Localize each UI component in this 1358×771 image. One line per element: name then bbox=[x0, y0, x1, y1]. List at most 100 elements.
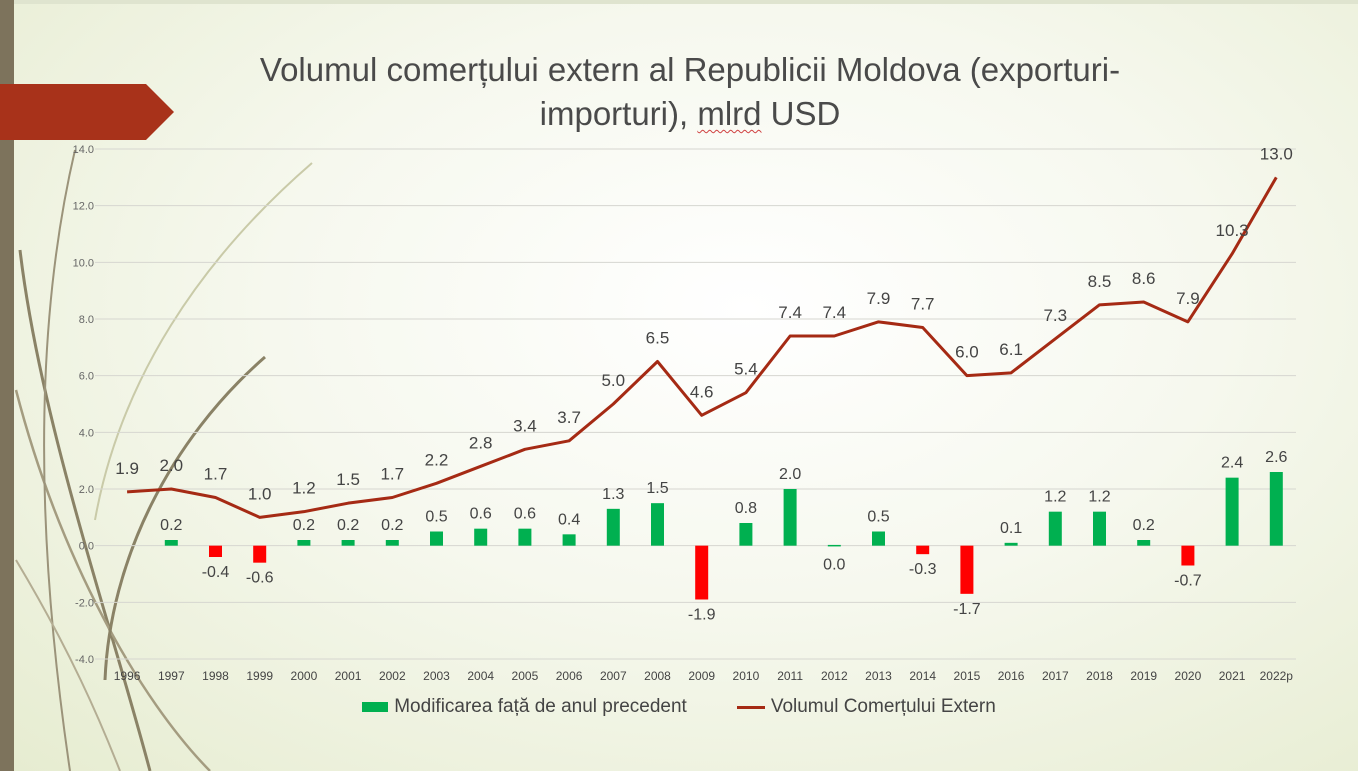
line-data-label: 1.5 bbox=[336, 470, 360, 489]
x-tick-label: 2013 bbox=[865, 669, 892, 683]
title-line-2c: USD bbox=[761, 95, 841, 132]
legend-item-line: Volumul Comerțului Extern bbox=[736, 696, 996, 718]
chart-title: Volumul comerțului extern al Republicii … bbox=[150, 48, 1230, 136]
title-line-1: Volumul comerțului extern al Republicii … bbox=[259, 51, 1121, 88]
bar-data-label: 0.6 bbox=[470, 506, 492, 523]
legend-label-bars: Modificarea față de anul precedent bbox=[394, 696, 687, 717]
bar bbox=[1181, 545, 1195, 566]
line-data-label: 7.9 bbox=[867, 289, 891, 308]
x-tick-label: 1998 bbox=[202, 669, 229, 683]
x-tick-label: 2018 bbox=[1086, 669, 1113, 683]
y-tick-label: 10.0 bbox=[73, 257, 94, 269]
y-tick-label: 6.0 bbox=[79, 371, 94, 383]
line-data-label: 1.7 bbox=[204, 465, 228, 484]
title-line-2b: mlrd bbox=[697, 95, 762, 132]
x-tick-label: 2022p bbox=[1260, 669, 1294, 683]
x-tick-label: 2008 bbox=[644, 669, 671, 683]
top-border-line bbox=[14, 0, 1358, 4]
bar-data-label: 1.2 bbox=[1044, 489, 1066, 506]
x-tick-label: 1997 bbox=[158, 669, 185, 683]
x-tick-label: 2010 bbox=[733, 669, 760, 683]
title-line-2a: importuri), bbox=[539, 95, 698, 132]
bar bbox=[1004, 542, 1018, 546]
bar-data-label: 1.2 bbox=[1088, 489, 1110, 506]
line-data-label: 7.7 bbox=[911, 295, 935, 314]
title-line-2: importuri), mlrd USD bbox=[150, 92, 1230, 136]
bar bbox=[1093, 511, 1106, 546]
bar-data-label: 0.5 bbox=[867, 509, 889, 526]
chart-legend: Modificarea față de anul precedent Volum… bbox=[0, 696, 1358, 718]
left-accent-bar bbox=[0, 0, 14, 771]
x-tick-label: 2009 bbox=[688, 669, 715, 683]
bar bbox=[783, 489, 797, 546]
bar bbox=[606, 508, 620, 546]
line-data-label: 2.2 bbox=[425, 450, 449, 469]
y-tick-label: 12.0 bbox=[73, 201, 94, 213]
legend-swatch-line bbox=[736, 705, 765, 709]
bar-data-label: 0.2 bbox=[337, 517, 359, 534]
bar-data-label: 2.4 bbox=[1221, 455, 1243, 472]
bar bbox=[1269, 472, 1283, 546]
bar bbox=[430, 531, 443, 546]
line-data-label: 5.0 bbox=[601, 371, 625, 390]
x-tick-label: 2015 bbox=[954, 669, 981, 683]
bar bbox=[1225, 477, 1239, 546]
x-tick-label: 2002 bbox=[379, 669, 406, 683]
bar-data-label: 0.2 bbox=[1133, 517, 1155, 534]
bar-data-label: 0.5 bbox=[425, 509, 447, 526]
x-tick-label: 2011 bbox=[777, 669, 803, 683]
bar bbox=[253, 545, 267, 563]
line-data-label: 8.5 bbox=[1088, 272, 1112, 291]
bar-data-label: 0.6 bbox=[514, 506, 536, 523]
x-tick-label: 2004 bbox=[467, 669, 494, 683]
line-data-label: 1.9 bbox=[115, 459, 139, 478]
bar-data-label: 0.0 bbox=[823, 557, 845, 574]
bar bbox=[827, 544, 841, 547]
bar bbox=[474, 528, 488, 546]
y-tick-label: 4.0 bbox=[79, 427, 94, 439]
bar bbox=[385, 540, 399, 546]
x-tick-label: 2014 bbox=[909, 669, 936, 683]
x-tick-label: 1996 bbox=[114, 669, 141, 683]
bar-data-label: 0.1 bbox=[1000, 520, 1022, 537]
x-tick-label: 2007 bbox=[600, 669, 627, 683]
bar-data-label: 0.2 bbox=[160, 517, 182, 534]
bar-data-label: 0.4 bbox=[558, 511, 580, 528]
x-tick-label: 2017 bbox=[1042, 669, 1069, 683]
legend-item-bars: Modificarea față de anul precedent bbox=[362, 696, 687, 718]
line-data-label: 3.4 bbox=[513, 416, 537, 435]
bar-data-label: -0.4 bbox=[202, 564, 230, 581]
bar bbox=[916, 545, 930, 555]
line-data-label: 1.2 bbox=[292, 479, 316, 498]
line-data-label: 2.8 bbox=[469, 433, 493, 452]
line-data-label: 6.0 bbox=[955, 343, 979, 362]
x-tick-label: 2019 bbox=[1130, 669, 1157, 683]
line-data-label: 3.7 bbox=[557, 408, 581, 427]
x-tick-label: 2006 bbox=[556, 669, 583, 683]
line-data-label: 7.4 bbox=[822, 303, 846, 322]
bar bbox=[739, 523, 753, 546]
bar-data-label: 0.2 bbox=[293, 517, 315, 534]
line-data-label: 7.4 bbox=[778, 303, 802, 322]
bar bbox=[518, 528, 532, 546]
ribbon-arrow bbox=[0, 84, 174, 140]
bar-data-label: 1.3 bbox=[602, 486, 624, 503]
line-data-label: 7.3 bbox=[1043, 306, 1067, 325]
legend-swatch-bars bbox=[362, 702, 389, 712]
bar-data-label: 2.0 bbox=[779, 466, 801, 483]
bar-data-label: 0.2 bbox=[381, 517, 403, 534]
bar-data-label: -1.7 bbox=[953, 601, 981, 618]
line-data-label: 5.4 bbox=[734, 360, 758, 379]
bar bbox=[164, 540, 178, 546]
y-tick-label: 2.0 bbox=[79, 484, 94, 496]
line-data-label: 13.0 bbox=[1260, 144, 1293, 163]
bar bbox=[297, 540, 311, 546]
line-data-label: 2.0 bbox=[159, 456, 183, 475]
bar-data-label: 0.8 bbox=[735, 500, 757, 517]
series-line bbox=[127, 176, 1278, 519]
line-data-label: 8.6 bbox=[1132, 269, 1156, 288]
x-tick-label: 2001 bbox=[335, 669, 362, 683]
bar bbox=[1137, 540, 1151, 546]
